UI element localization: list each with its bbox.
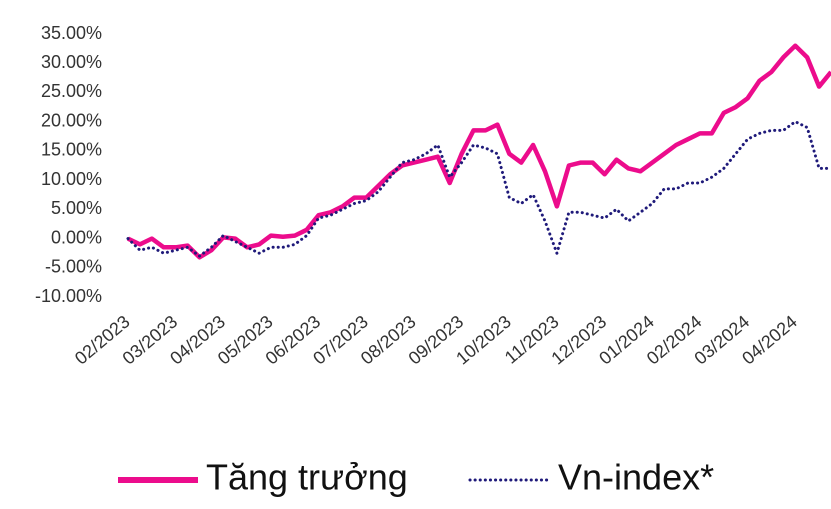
series-line: [127, 43, 831, 260]
legend-label: Vn-index*: [558, 457, 714, 498]
y-tick-label: 0.00%: [51, 227, 102, 247]
legend-label: Tăng trưởng: [206, 457, 408, 498]
y-tick-label: 5.00%: [51, 198, 102, 218]
y-tick-label: 15.00%: [41, 140, 102, 160]
y-tick-label: 10.00%: [41, 169, 102, 189]
x-tick-label: 10/2023: [452, 311, 515, 368]
x-tick-label: 04/2024: [738, 311, 801, 368]
y-tick-label: 35.00%: [41, 23, 102, 43]
y-tick-label: -10.00%: [35, 286, 102, 306]
series-line: [126, 120, 831, 258]
y-tick-label: 20.00%: [41, 110, 102, 130]
y-tick-label: 25.00%: [41, 81, 102, 101]
y-tick-label: -5.00%: [45, 257, 102, 277]
y-tick-label: 30.00%: [41, 52, 102, 72]
